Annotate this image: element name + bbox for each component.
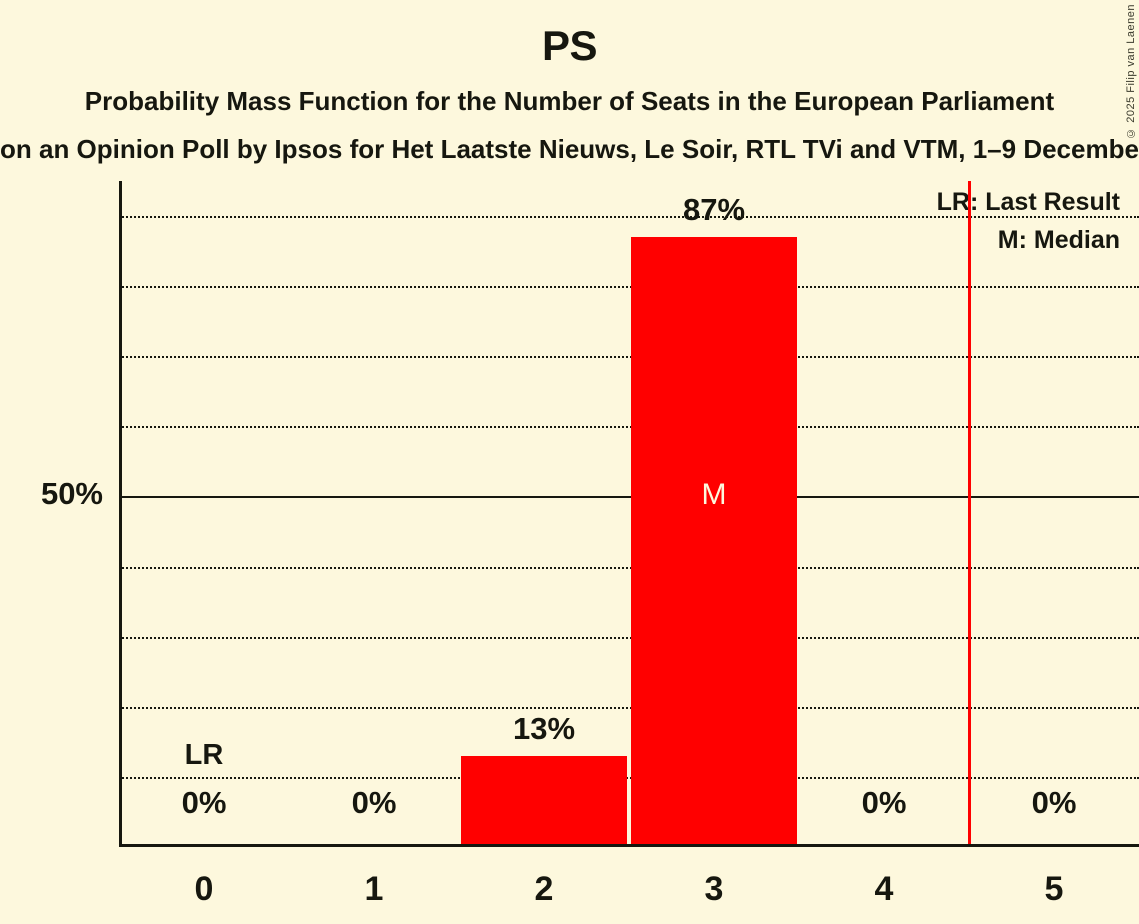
- x-tick-label-2: 2: [534, 870, 554, 908]
- copyright-notice: © 2025 Filip van Laenen: [1125, 4, 1137, 139]
- gridline: [119, 566, 1139, 569]
- chart-subtitle-line-1: Probability Mass Function for the Number…: [84, 86, 1055, 116]
- y-tick-label: 50%: [40, 476, 103, 512]
- last-result-marker-label: LR: [184, 738, 224, 771]
- plot-area: M: [119, 181, 1139, 847]
- gridline-major: [119, 496, 1139, 499]
- value-label-0: 0%: [181, 785, 227, 820]
- x-tick-label-0: 0: [194, 870, 214, 908]
- gridline: [119, 426, 1139, 429]
- y-axis-line: [119, 181, 122, 847]
- legend-item-median: M: Median: [997, 226, 1120, 254]
- value-label-4: 0%: [861, 785, 907, 820]
- gridline: [119, 776, 1139, 779]
- chart-legend: LR: Last Result M: Median: [937, 183, 1120, 259]
- bar-2[interactable]: [461, 755, 627, 847]
- bar-3[interactable]: M: [631, 237, 797, 847]
- legend-item-last-result: LR: Last Result: [936, 188, 1120, 216]
- x-tick-label-4: 4: [874, 870, 894, 908]
- gridline: [119, 216, 1139, 219]
- gridline: [119, 636, 1139, 639]
- value-label-5: 0%: [1031, 785, 1077, 820]
- x-tick-label-1: 1: [364, 870, 384, 908]
- gridline: [119, 286, 1139, 289]
- chart-subtitle-line-2: on an Opinion Poll by Ipsos for Het Laat…: [0, 134, 1139, 164]
- median-marker-label: M: [701, 478, 727, 512]
- value-label-3: 87%: [682, 192, 746, 228]
- value-label-2: 13%: [512, 710, 576, 746]
- gridline: [119, 356, 1139, 359]
- value-label-1: 0%: [351, 785, 397, 820]
- gridline: [119, 706, 1139, 709]
- median-reference-line: [967, 181, 971, 847]
- x-tick-label-5: 5: [1044, 870, 1064, 908]
- x-tick-label-3: 3: [704, 870, 724, 908]
- page-title: PS: [541, 22, 598, 69]
- x-axis-line: [119, 844, 1139, 847]
